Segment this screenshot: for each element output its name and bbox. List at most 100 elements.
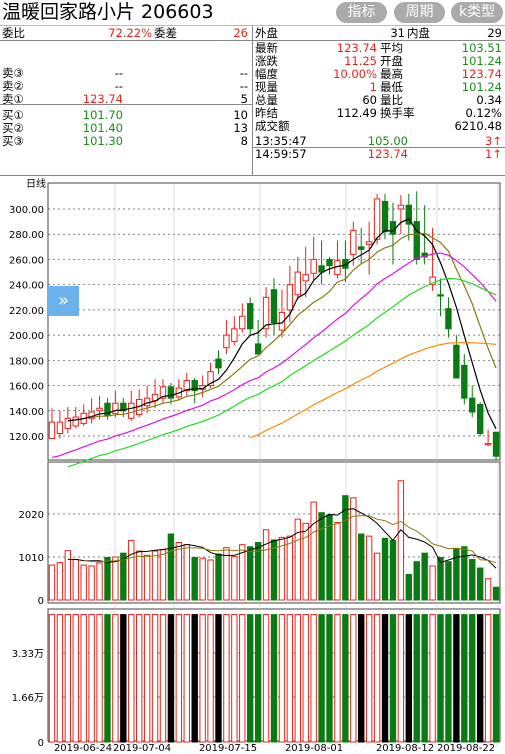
- volume-bar: [135, 550, 143, 601]
- volume-bar: [207, 559, 214, 601]
- amount-bar: [72, 614, 79, 743]
- candle-down: [120, 402, 127, 412]
- amount-bar: [135, 614, 143, 743]
- volume-bar: [365, 535, 373, 601]
- expand-indicator-button[interactable]: »: [48, 286, 79, 316]
- candle-up: [72, 416, 79, 427]
- price-tick-label: 180.00: [9, 356, 44, 367]
- candle-up: [159, 386, 167, 399]
- price-tick-label: 240.00: [9, 281, 44, 292]
- ma5-line: [67, 218, 497, 429]
- candle-down: [413, 221, 420, 260]
- candle-up: [484, 443, 492, 446]
- volume-bar: [334, 522, 341, 601]
- candle-up: [56, 421, 64, 434]
- volume-bar: [112, 556, 119, 601]
- date-label: 2019-08-22: [437, 743, 495, 754]
- k-type-button[interactable]: k类型: [451, 2, 503, 23]
- amount-bar: [247, 614, 254, 743]
- candle-up: [96, 407, 103, 412]
- chart-panel-frame: [47, 182, 501, 461]
- amount-bar: [254, 614, 262, 743]
- amount-bar: [358, 614, 365, 743]
- volume-bar: [421, 552, 428, 601]
- volume-bar: [484, 578, 492, 601]
- volume-bar: [80, 564, 87, 601]
- candle-down: [476, 403, 484, 434]
- price-tick-label: 300.00: [9, 205, 44, 216]
- amount-bar: [207, 614, 214, 743]
- candle-up: [397, 204, 405, 210]
- amount-bar: [492, 614, 500, 743]
- volume-bar: [167, 533, 175, 601]
- amount-bar: [64, 614, 72, 743]
- candle-up: [302, 274, 309, 282]
- candle-down: [191, 380, 198, 392]
- volume-bar: [294, 518, 301, 601]
- amount-bar: [373, 614, 381, 743]
- candle-up: [64, 417, 72, 429]
- indicator-button[interactable]: 指标: [336, 2, 387, 23]
- ma30-line: [67, 277, 497, 468]
- turnover-row: 成交额 6210.48: [255, 119, 502, 133]
- tick-row: 14:59:57 123.74 1↑: [255, 147, 502, 161]
- candle-up: [278, 311, 286, 331]
- date-label: 2019-07-15: [199, 743, 257, 754]
- stat-row: 昨结 112.49 换手率 0.12%: [255, 106, 502, 120]
- amount-bar: [88, 614, 95, 743]
- volume-bar: [270, 539, 278, 601]
- amount-bar: [397, 614, 405, 743]
- double-chevron-right-icon: »: [57, 290, 69, 311]
- volume-bar: [239, 544, 246, 601]
- tick-row: 13:35:47 105.00 3↑: [255, 134, 502, 148]
- volume-bar: [159, 549, 167, 601]
- kline-chart[interactable]: 300.00 280.00 260.00 240.00 220.00 200.00 180.…: [0, 176, 505, 754]
- candle-down: [167, 386, 175, 399]
- amount-bar: [421, 614, 428, 743]
- candle-up: [143, 397, 151, 407]
- volume-bar: [476, 567, 484, 601]
- candle-up: [365, 241, 373, 245]
- candle-up: [48, 421, 56, 440]
- amount-bar: [318, 614, 325, 743]
- price-tick-label: 200.00: [9, 331, 44, 342]
- stat-row: 总量 60 量比 0.34: [255, 93, 502, 107]
- volume-bar: [286, 535, 294, 601]
- volume-bar: [429, 565, 436, 601]
- amount-bar: [56, 614, 64, 743]
- volume-bar: [405, 573, 413, 601]
- period-button[interactable]: 周期: [394, 2, 445, 23]
- volume-bar: [96, 562, 103, 601]
- volume-tick-label: 1010: [19, 553, 44, 564]
- amount-bar: [453, 614, 460, 743]
- page-title: 温暖回家路小片 206603: [2, 1, 214, 23]
- candle-down: [247, 303, 254, 330]
- amount-bar: [476, 614, 484, 743]
- amount-bar: [286, 614, 294, 743]
- candle-down: [270, 289, 278, 323]
- volume-tick-label: 2020: [19, 510, 44, 521]
- volume-bar: [262, 529, 270, 601]
- amount-bar: [413, 614, 420, 743]
- volume-bar: [183, 544, 190, 601]
- amount-bar: [112, 614, 119, 743]
- volume-bar: [72, 559, 79, 601]
- title-bar: 温暖回家路小片 206603 指标 周期 k类型: [0, 0, 505, 26]
- price-tick-label: 280.00: [9, 230, 44, 241]
- candle-down: [453, 344, 460, 379]
- candle-down: [215, 358, 222, 369]
- amount-bar: [80, 614, 87, 743]
- amount-bar: [326, 614, 333, 743]
- candle-down: [461, 364, 468, 399]
- amount-bar: [389, 614, 397, 743]
- amount-tick-label: 1.66万: [12, 693, 44, 704]
- candle-down: [326, 258, 333, 267]
- candle-down: [445, 308, 452, 330]
- price-tick-label: 260.00: [9, 255, 44, 266]
- volume-bar: [128, 539, 135, 601]
- volume-bar: [381, 537, 389, 601]
- volume-bar: [397, 480, 405, 601]
- volume-bar: [278, 536, 286, 601]
- amount-bar: [223, 614, 230, 743]
- volume-ma10-line: [83, 515, 497, 564]
